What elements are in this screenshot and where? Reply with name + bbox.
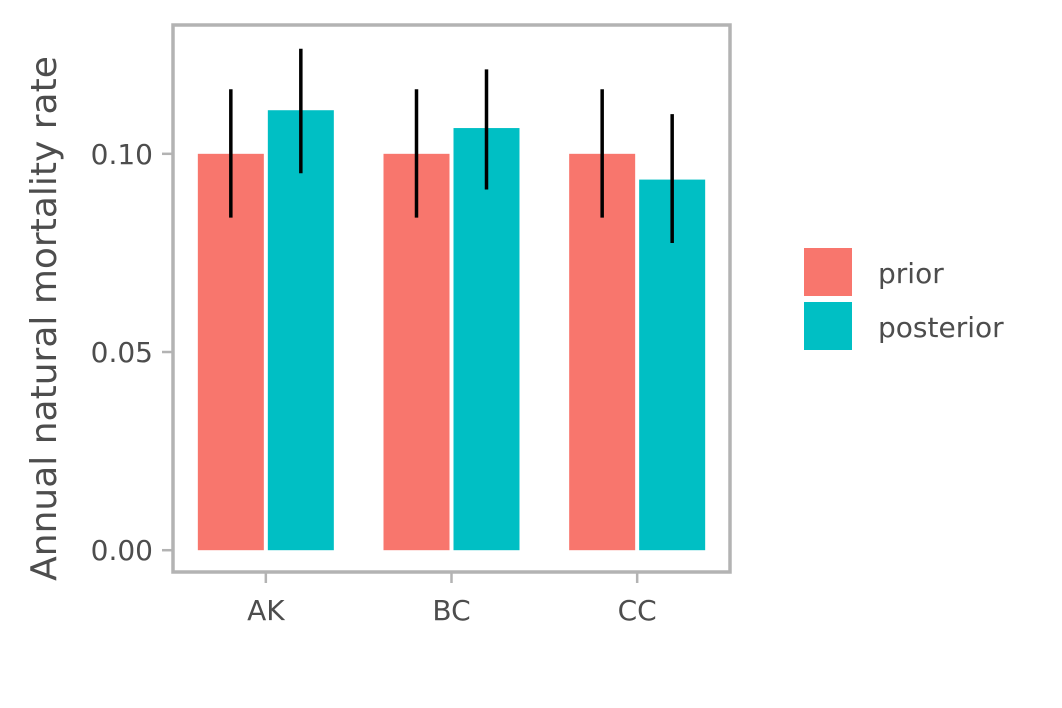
y-tick-label: 0.10 bbox=[91, 138, 153, 171]
x-axis: AK BC CC bbox=[247, 572, 657, 627]
bar-prior-cc bbox=[569, 153, 636, 551]
errorbars-layer bbox=[229, 48, 674, 244]
y-tick-label: 0.00 bbox=[91, 534, 153, 567]
x-tick-label: CC bbox=[618, 594, 657, 627]
legend-swatch-posterior bbox=[804, 302, 852, 350]
bar-prior-ak bbox=[197, 153, 264, 551]
legend-label-prior: prior bbox=[878, 257, 944, 290]
bar-posterior-ak bbox=[267, 110, 334, 551]
legend-swatch-prior bbox=[804, 248, 852, 296]
bar-posterior-bc bbox=[453, 128, 520, 551]
x-tick-label: AK bbox=[247, 594, 285, 627]
x-tick-label: BC bbox=[432, 594, 470, 627]
y-tick-label: 0.05 bbox=[91, 336, 153, 369]
y-axis-title: Annual natural mortality rate bbox=[24, 56, 65, 581]
bars-layer bbox=[197, 110, 706, 551]
legend-label-posterior: posterior bbox=[878, 311, 1004, 344]
legend: prior posterior bbox=[804, 248, 1004, 350]
y-axis: 0.00 0.05 0.10 bbox=[91, 138, 173, 567]
bar-prior-bc bbox=[383, 153, 450, 551]
